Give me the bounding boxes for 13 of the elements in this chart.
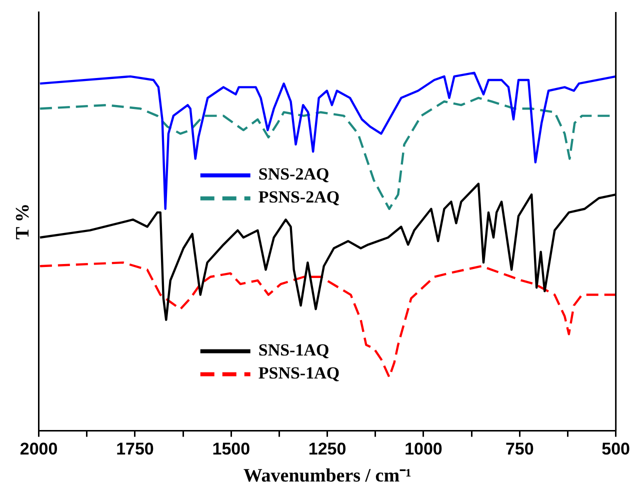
y-axis-title: T % — [12, 203, 34, 240]
legend-label: PSNS-2AQ — [258, 188, 340, 207]
legend-label: PSNS-1AQ — [258, 364, 340, 383]
x-tick-label: 750 — [505, 440, 534, 459]
x-tick-label: 2000 — [20, 440, 58, 459]
x-axis-title: Wavenumbers / cm⁻¹ — [243, 466, 412, 487]
x-tick-label: 1000 — [404, 440, 442, 459]
legend-label: SNS-2AQ — [258, 164, 330, 184]
x-tick-label: 1750 — [116, 440, 154, 459]
x-tick-label: 500 — [602, 440, 630, 459]
legend-label: SNS-1AQ — [258, 340, 330, 360]
x-tick-label: 1250 — [308, 440, 346, 459]
x-tick-label: 1500 — [212, 440, 250, 459]
